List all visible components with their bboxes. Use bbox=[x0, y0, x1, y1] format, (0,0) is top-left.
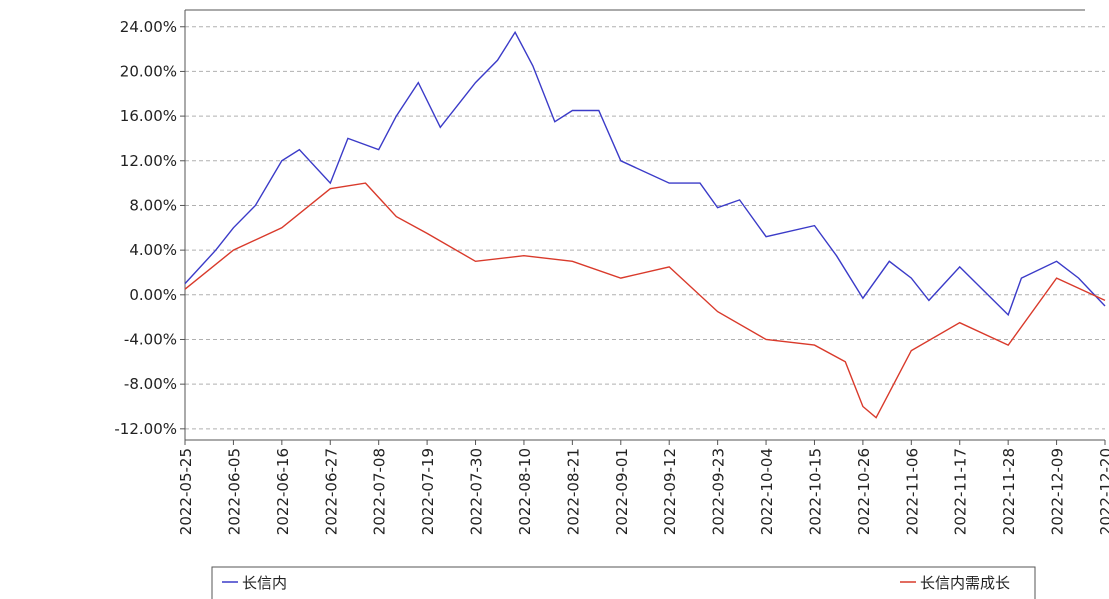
x-tick-label: 2022-11-28 bbox=[1000, 448, 1018, 535]
y-tick-label: -8.00% bbox=[124, 375, 177, 393]
x-tick-label: 2022-09-23 bbox=[710, 448, 728, 535]
y-tick-label: 4.00% bbox=[129, 241, 177, 259]
y-tick-label: -12.00% bbox=[114, 420, 177, 438]
y-tick-label: 8.00% bbox=[129, 196, 177, 214]
y-tick-label: 0.00% bbox=[129, 286, 177, 304]
x-tick-label: 2022-10-15 bbox=[806, 448, 824, 535]
data-line bbox=[184, 30, 1106, 317]
legend-label: 长信内 bbox=[242, 574, 287, 592]
plot-frame bbox=[184, 10, 1105, 441]
x-tick-label: 2022-08-10 bbox=[516, 448, 534, 535]
x-tick-label: 2022-08-21 bbox=[564, 448, 582, 535]
legend-box bbox=[211, 566, 1036, 599]
x-tick-label: 2022-06-27 bbox=[322, 448, 340, 535]
x-tick-label: 2022-10-04 bbox=[758, 448, 776, 535]
x-tick-label: 2022-12-09 bbox=[1049, 448, 1067, 535]
x-tick-label: 2022-07-08 bbox=[371, 448, 389, 535]
x-tick-label: 2022-07-30 bbox=[468, 448, 486, 535]
x-tick-label: 2022-05-25 bbox=[177, 448, 195, 535]
legend: 长信内 长信内需成长 bbox=[211, 566, 1036, 599]
y-tick-label: 16.00% bbox=[120, 107, 177, 125]
x-tick-label: 2022-11-17 bbox=[952, 448, 970, 535]
data-line bbox=[184, 182, 1106, 419]
x-tick-label: 2022-09-12 bbox=[661, 448, 679, 535]
x-tick-label: 2022-12-20 bbox=[1097, 448, 1109, 535]
x-tick-label: 2022-11-06 bbox=[903, 448, 921, 535]
x-tick-label: 2022-07-19 bbox=[419, 448, 437, 535]
x-tick-label: 2022-06-05 bbox=[225, 448, 243, 535]
legend-label: 长信内需成长 bbox=[920, 574, 1010, 592]
y-tick-label: 12.00% bbox=[120, 152, 177, 170]
x-tick-label: 2022-10-26 bbox=[855, 448, 873, 535]
y-tick-label: -4.00% bbox=[124, 330, 177, 348]
x-tick-label: 2022-06-16 bbox=[274, 448, 292, 535]
x-tick-label: 2022-09-01 bbox=[613, 448, 631, 535]
y-tick-label: 24.00% bbox=[120, 18, 177, 36]
y-tick-label: 20.00% bbox=[120, 62, 177, 80]
